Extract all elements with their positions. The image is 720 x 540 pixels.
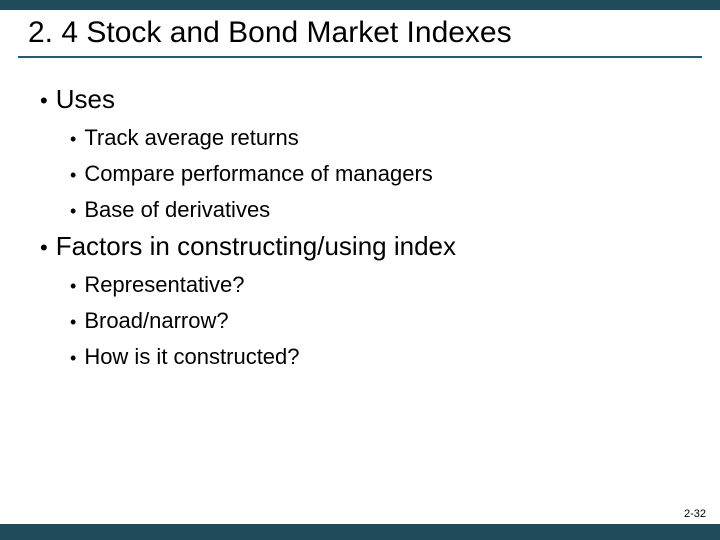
list-label: How is it constructed? — [84, 344, 299, 370]
list-item: • Base of derivatives — [70, 197, 692, 223]
list-row: • Factors in constructing/using index — [40, 231, 692, 262]
list-label: Uses — [56, 84, 115, 115]
bullet-icon: • — [40, 90, 48, 112]
list-item: • How is it constructed? — [70, 344, 692, 370]
bullet-icon: • — [70, 277, 76, 295]
list-row: • Uses — [40, 84, 692, 115]
title-wrap: 2. 4 Stock and Bond Market Indexes — [0, 10, 720, 54]
bullet-icon: • — [70, 130, 76, 148]
bullet-icon: • — [70, 349, 76, 367]
list-label: Broad/narrow? — [84, 308, 228, 334]
sub-list: • Track average returns • Compare perfor… — [40, 125, 692, 223]
page-number: 2-32 — [684, 508, 706, 520]
list-item: • Factors in constructing/using index • … — [40, 231, 692, 370]
bullet-icon: • — [40, 237, 48, 259]
list-row: • Broad/narrow? — [70, 308, 692, 334]
list-label: Track average returns — [84, 125, 298, 151]
list-item: • Broad/narrow? — [70, 308, 692, 334]
top-bar — [0, 0, 720, 10]
slide: 2. 4 Stock and Bond Market Indexes • Use… — [0, 0, 720, 540]
list-label: Representative? — [84, 272, 244, 298]
list-label: Base of derivatives — [84, 197, 270, 223]
list-label: Compare performance of managers — [84, 161, 433, 187]
list-row: • Compare performance of managers — [70, 161, 692, 187]
list-label: Factors in constructing/using index — [56, 231, 456, 262]
list-row: • Base of derivatives — [70, 197, 692, 223]
list-row: • Track average returns — [70, 125, 692, 151]
footer-bar — [0, 524, 720, 540]
list-row: • How is it constructed? — [70, 344, 692, 370]
content: • Uses • Track average returns • Compare… — [0, 58, 720, 370]
page-title: 2. 4 Stock and Bond Market Indexes — [28, 16, 702, 50]
list-row: • Representative? — [70, 272, 692, 298]
bullet-icon: • — [70, 313, 76, 331]
list-item: • Uses • Track average returns • Compare… — [40, 84, 692, 223]
list-item: • Track average returns — [70, 125, 692, 151]
bullet-icon: • — [70, 166, 76, 184]
list-item: • Representative? — [70, 272, 692, 298]
list-item: • Compare performance of managers — [70, 161, 692, 187]
sub-list: • Representative? • Broad/narrow? • How … — [40, 272, 692, 370]
bullet-icon: • — [70, 202, 76, 220]
